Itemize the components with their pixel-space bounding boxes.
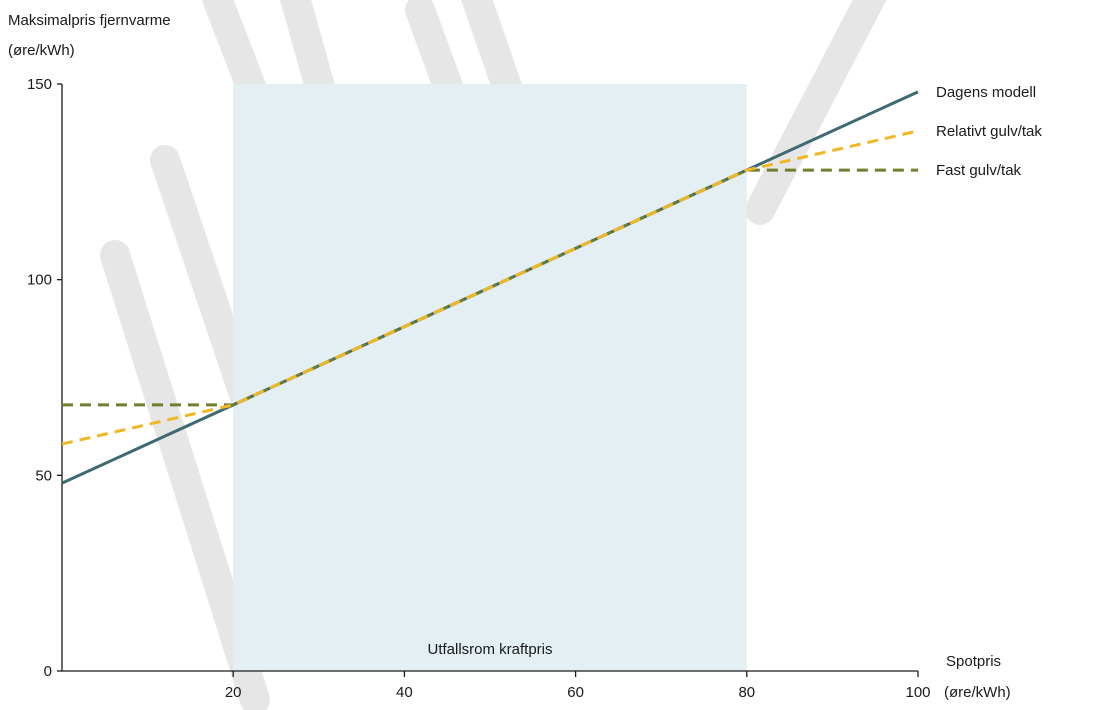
series-layer	[61, 90, 919, 485]
labels-layer: Maksimalpris fjernvarme (øre/kWh) Spotpris…	[8, 12, 1042, 701]
x-tick-label: 60	[567, 684, 584, 701]
legend-label: Fast gulv/tak	[936, 162, 1022, 179]
y-tick-label: 0	[44, 663, 52, 680]
band-region	[233, 84, 747, 671]
y-axis-title: Maksimalpris fjernvarme	[8, 12, 171, 29]
legend-label: Relativt gulv/tak	[936, 123, 1042, 140]
watermark-stroke	[100, 240, 270, 710]
y-tick-label: 100	[27, 272, 52, 289]
series-line-relativt-gulv-tak	[61, 129, 919, 446]
watermark-stroke	[745, 0, 887, 225]
axes: 0 50 100 150 20 40 60 80 100	[27, 76, 931, 701]
y-axis-title-unit: (øre/kWh)	[8, 42, 75, 59]
x-tick-label: 40	[396, 684, 413, 701]
band-label: Utfallsrom kraftpris	[427, 641, 552, 658]
y-tick-label: 50	[35, 467, 52, 484]
x-tick-label: 80	[738, 684, 755, 701]
x-tick-label: 20	[225, 684, 242, 701]
x-tick-label: 100	[905, 684, 930, 701]
legend-label: Dagens modell	[936, 84, 1036, 101]
x-axis-title-unit: (øre/kWh)	[944, 684, 1011, 701]
band-layer	[233, 84, 747, 671]
x-axis-title: Spotpris	[946, 653, 1001, 670]
y-tick-label: 150	[27, 76, 52, 93]
